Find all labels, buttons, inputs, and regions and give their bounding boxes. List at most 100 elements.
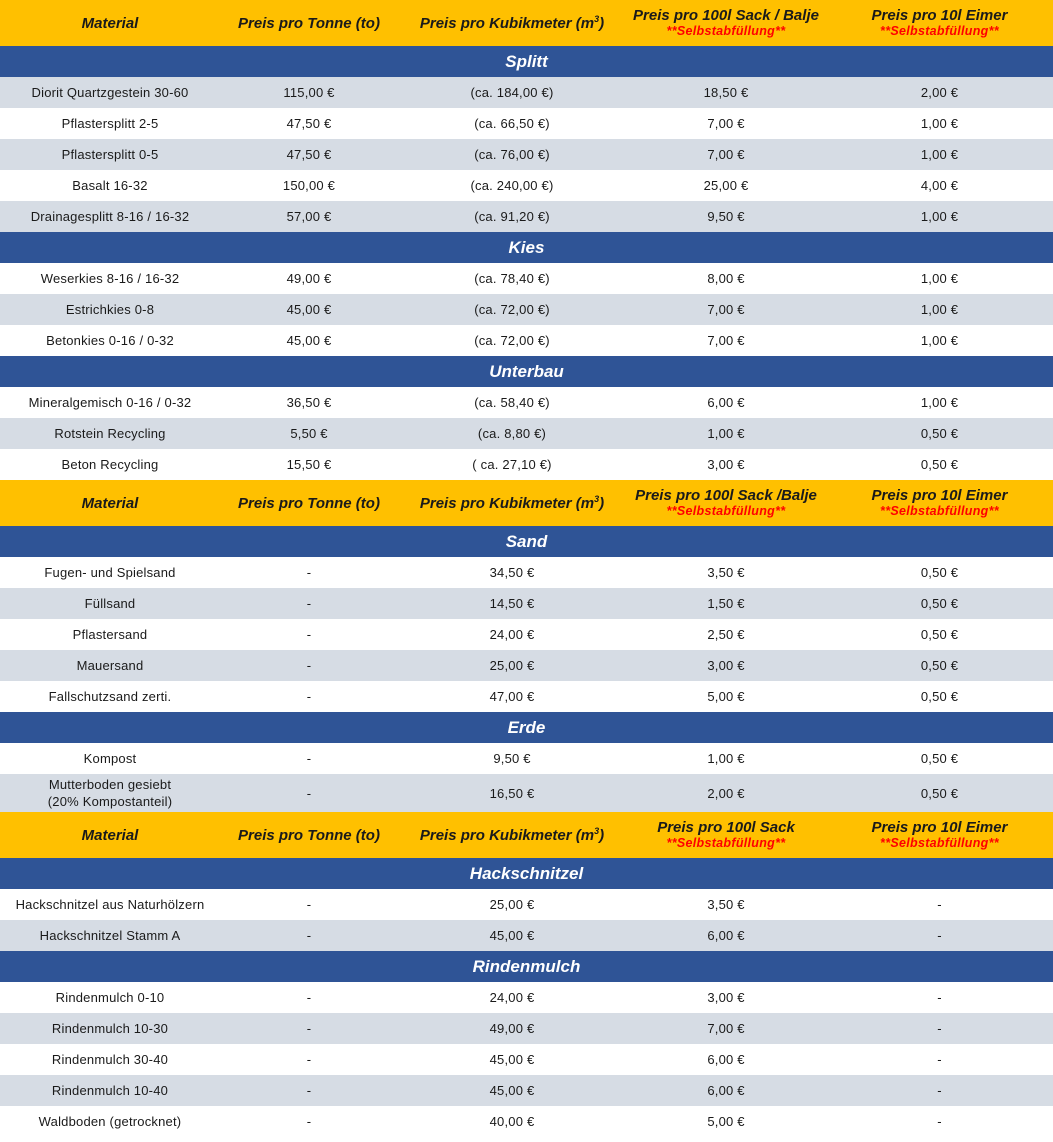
cell-material: Pflastersplitt 0-5 (0, 139, 220, 170)
header-preis-kubik: Preis pro Kubikmeter (m3) (398, 0, 626, 46)
section-title-row: Rindenmulch (0, 951, 1053, 982)
header-kubik-superscript: 3 (594, 825, 600, 836)
cell-preis-sack: 2,00 € (626, 774, 826, 812)
cell-material-text: Kompost (83, 751, 137, 766)
cell-preis-sack: 2,50 € (707, 627, 745, 642)
cell-preis-eimer: 0,50 € (826, 650, 1053, 681)
cell-preis-tonne: 115,00 € (220, 77, 398, 108)
table-row: Pflastersplitt 2-5 47,50 € (ca. 66,50 €)… (0, 108, 1053, 139)
cell-preis-kubik: 14,50 € (398, 588, 626, 619)
header-sack-note: **Selbstabfüllung** (666, 836, 786, 850)
header-eimer-note: **Selbstabfüllung** (880, 24, 999, 38)
cell-preis-kubik: (ca. 240,00 €) (470, 178, 554, 193)
cell-preis-tonne: 47,50 € (286, 116, 332, 131)
cell-material: Mutterboden gesiebt (20% Kompostanteil) (0, 774, 220, 812)
column-header-row: Material Preis pro Tonne (to) Preis pro … (0, 0, 1053, 46)
cell-preis-tonne: - (220, 1013, 398, 1044)
cell-preis-tonne: 57,00 € (220, 201, 398, 232)
header-eimer-note: **Selbstabfüllung** (880, 504, 999, 518)
header-kubik-close: ) (599, 494, 605, 512)
cell-material-text: Estrichkies 0-8 (65, 302, 155, 317)
cell-material: Pflastersplitt 2-5 (0, 108, 220, 139)
cell-material: Betonkies 0-16 / 0-32 (0, 325, 220, 356)
cell-preis-eimer: 0,50 € (920, 457, 959, 472)
cell-material-text: Fallschutzsand zerti. (48, 689, 172, 704)
cell-material-text: Diorit Quartzgestein 30-60 (31, 85, 189, 100)
cell-material: Basalt 16-32 (0, 170, 220, 201)
cell-preis-eimer: 1,00 € (826, 139, 1053, 170)
header-kubik-close: ) (599, 14, 605, 32)
cell-preis-eimer: - (937, 1114, 942, 1129)
cell-preis-kubik: (ca. 76,00 €) (398, 139, 626, 170)
column-header-row: Material Preis pro Tonne (to) Preis pro … (0, 812, 1053, 858)
cell-material-text: Waldboden (getrocknet) (38, 1114, 182, 1129)
table-row: Rindenmulch 10-40 - 45,00 € 6,00 € - (0, 1075, 1053, 1106)
table-row: Mutterboden gesiebt (20% Kompostanteil) -… (0, 774, 1053, 812)
cell-preis-eimer: - (937, 1052, 942, 1067)
table-row: Mineralgemisch 0-16 / 0-32 36,50 € (ca. … (0, 387, 1053, 418)
table-row: Hackschnitzel aus Naturhölzern - 25,00 €… (0, 889, 1053, 920)
cell-preis-sack: 1,50 € (626, 588, 826, 619)
section-title: Splitt (0, 46, 1053, 77)
cell-preis-kubik: 9,50 € (493, 751, 531, 766)
cell-preis-tonne: 49,00 € (286, 271, 332, 286)
cell-preis-sack: 7,00 € (707, 333, 745, 348)
cell-preis-eimer: 0,50 € (920, 751, 959, 766)
table-row: Rindenmulch 30-40 - 45,00 € 6,00 € - (0, 1044, 1053, 1075)
section-title-row: Hackschnitzel (0, 858, 1053, 889)
header-material: Material (0, 0, 220, 46)
cell-material-text: Pflastersplitt 0-5 (61, 147, 159, 162)
header-preis-tonne: Preis pro Tonne (to) (220, 0, 398, 46)
table-row: Fallschutzsand zerti. - 47,00 € 5,00 € 0… (0, 681, 1053, 712)
section-title-row: Erde (0, 712, 1053, 743)
cell-material: Hackschnitzel Stamm A (0, 920, 220, 951)
table-row: Pflastersplitt 0-5 47,50 € (ca. 76,00 €)… (0, 139, 1053, 170)
cell-preis-kubik: (ca. 78,40 €) (474, 271, 550, 286)
cell-preis-kubik: (ca. 58,40 €) (474, 395, 550, 410)
header-preis-eimer-label: Preis pro 10l Eimer (871, 7, 1008, 24)
cell-material: Fugen- und Spielsand (0, 557, 220, 588)
table-row: Pflastersand - 24,00 € 2,50 € 0,50 € (0, 619, 1053, 650)
header-preis-tonne-label: Preis pro Tonne (to) (238, 826, 380, 844)
cell-preis-sack: 1,00 € (707, 751, 745, 766)
cell-preis-eimer: 1,00 € (826, 294, 1053, 325)
cell-preis-kubik: 45,00 € (398, 1075, 626, 1106)
cell-material: Estrichkies 0-8 (0, 294, 220, 325)
cell-preis-tonne: - (306, 689, 312, 704)
cell-preis-tonne: - (306, 751, 312, 766)
cell-material-text: Pflastersand (72, 627, 148, 642)
header-preis-eimer-label: Preis pro 10l Eimer (871, 487, 1008, 504)
cell-preis-sack: 8,00 € (707, 271, 745, 286)
table-row: Basalt 16-32 150,00 € (ca. 240,00 €) 25,… (0, 170, 1053, 201)
cell-preis-sack: 1,00 € (626, 418, 826, 449)
cell-preis-sack: 5,00 € (707, 1114, 745, 1129)
cell-material-text: Rindenmulch 0-10 (55, 990, 165, 1005)
cell-preis-tonne: - (306, 990, 312, 1005)
cell-preis-kubik: 47,00 € (489, 689, 535, 704)
cell-material: Hackschnitzel aus Naturhölzern (0, 889, 220, 920)
header-preis-sack: Preis pro 100l Sack /Balje **Selbstabfüll… (626, 480, 826, 526)
cell-material: Rindenmulch 10-40 (0, 1075, 220, 1106)
cell-material-text: Rotstein Recycling (54, 426, 166, 441)
cell-preis-eimer: 1,00 € (920, 333, 959, 348)
cell-preis-eimer: - (826, 1013, 1053, 1044)
header-preis-kubik: Preis pro Kubikmeter (m3) (398, 812, 626, 858)
header-sack-note: **Selbstabfüllung** (666, 504, 786, 518)
header-material: Material (0, 480, 220, 526)
cell-preis-eimer: 0,50 € (826, 774, 1053, 812)
cell-material: Rindenmulch 0-10 (0, 982, 220, 1013)
section-title: Unterbau (0, 356, 1053, 387)
cell-material-text: Fugen- und Spielsand (44, 565, 176, 580)
cell-material-text: Hackschnitzel Stamm A (39, 928, 181, 943)
section-title: Hackschnitzel (0, 858, 1053, 889)
header-material-label: Material (81, 826, 139, 844)
cell-preis-tonne: - (306, 897, 312, 912)
cell-material-text: Mauersand (76, 658, 144, 673)
table-row: Estrichkies 0-8 45,00 € (ca. 72,00 €) 7,… (0, 294, 1053, 325)
cell-material: Drainagesplitt 8-16 / 16-32 (0, 201, 220, 232)
cell-preis-kubik: (ca. 72,00 €) (398, 294, 626, 325)
table-row: Rindenmulch 0-10 - 24,00 € 3,00 € - (0, 982, 1053, 1013)
cell-preis-eimer: 1,00 € (920, 116, 959, 131)
cell-preis-sack: 18,50 € (626, 77, 826, 108)
cell-preis-sack: 6,00 € (707, 1052, 745, 1067)
